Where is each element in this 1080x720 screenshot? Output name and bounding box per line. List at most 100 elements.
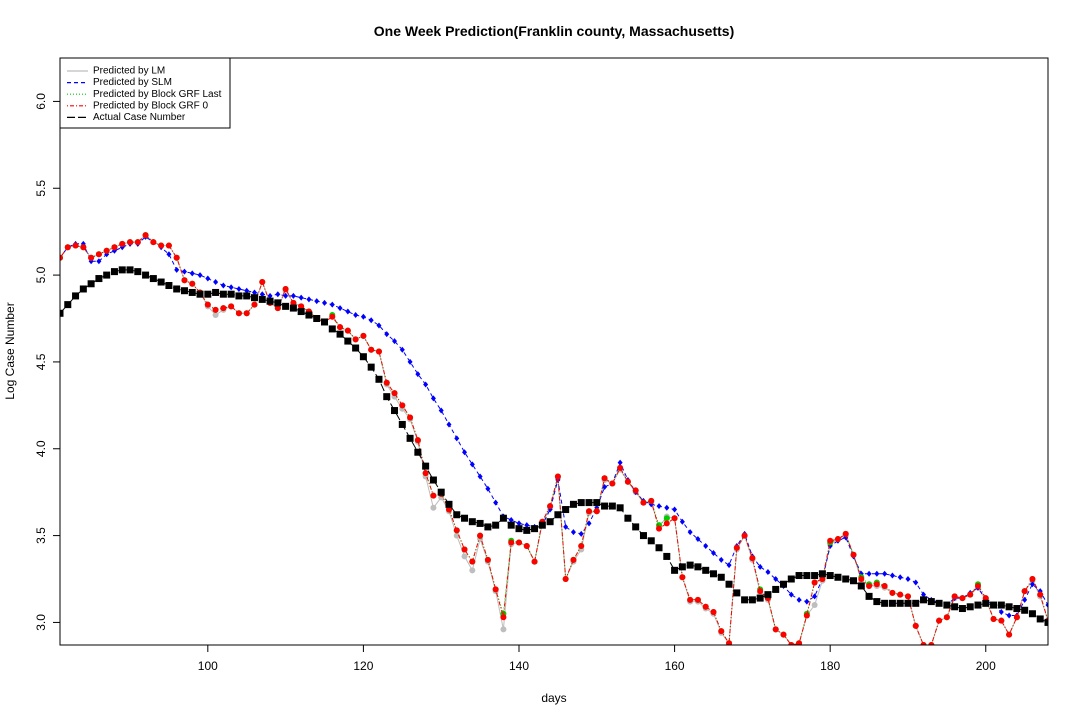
data-point <box>259 279 266 286</box>
data-point <box>1021 588 1028 595</box>
data-point <box>702 566 710 574</box>
data-point <box>726 562 732 569</box>
data-point <box>87 280 95 288</box>
data-point <box>173 254 180 261</box>
data-point <box>251 289 257 296</box>
data-point <box>298 303 305 310</box>
data-point <box>189 270 195 277</box>
data-point <box>205 275 211 282</box>
data-point <box>921 591 927 598</box>
data-point <box>904 599 912 607</box>
data-point <box>928 642 935 645</box>
data-point <box>445 506 452 513</box>
data-point <box>500 626 507 633</box>
data-point <box>60 309 64 317</box>
data-point <box>289 304 297 312</box>
data-point <box>741 532 748 539</box>
data-point <box>593 499 601 507</box>
data-point <box>492 586 499 593</box>
data-point <box>639 532 647 540</box>
data-point <box>694 596 701 603</box>
data-point <box>469 461 475 468</box>
data-point <box>314 298 320 305</box>
data-point <box>189 280 196 287</box>
data-point <box>508 516 514 523</box>
data-point <box>733 589 741 597</box>
data-point <box>773 576 779 583</box>
y-tick-label: 3.5 <box>34 527 48 544</box>
data-point <box>258 295 266 303</box>
data-point <box>586 508 593 515</box>
data-point <box>834 573 842 581</box>
data-point <box>647 537 655 545</box>
data-point <box>842 575 850 583</box>
data-point <box>951 603 959 611</box>
data-point <box>360 332 367 339</box>
data-point <box>1006 631 1013 638</box>
data-point <box>656 503 662 510</box>
y-tick-label: 6.0 <box>34 93 48 110</box>
data-point <box>80 244 87 251</box>
data-point <box>765 569 771 576</box>
data-point <box>165 242 172 249</box>
data-point <box>1044 618 1048 626</box>
data-point <box>632 487 639 494</box>
y-tick-label: 4.5 <box>34 353 48 370</box>
data-point <box>266 297 274 305</box>
data-point <box>212 306 219 313</box>
data-point <box>686 561 694 569</box>
chart-title: One Week Prediction(Franklin county, Mas… <box>374 23 734 39</box>
data-point <box>250 294 258 302</box>
data-point <box>103 247 110 254</box>
data-point <box>640 499 647 506</box>
data-point <box>819 576 826 583</box>
data-point <box>181 277 188 284</box>
data-point <box>1037 591 1044 598</box>
data-point <box>204 301 211 308</box>
data-point <box>757 588 764 595</box>
data-point <box>756 594 764 602</box>
data-point <box>655 544 663 552</box>
data-point <box>142 271 150 279</box>
data-point <box>617 459 623 466</box>
data-point <box>236 285 242 292</box>
data-point <box>352 344 360 352</box>
data-point <box>134 268 142 276</box>
data-point <box>726 640 733 645</box>
data-point <box>118 266 126 274</box>
data-point <box>275 291 281 298</box>
data-point <box>1029 576 1036 583</box>
data-point <box>220 305 227 312</box>
data-point <box>337 305 343 312</box>
data-point <box>212 312 219 319</box>
data-point <box>695 536 701 543</box>
data-point <box>687 529 693 536</box>
data-point <box>1005 603 1013 611</box>
legend-label: Predicted by Block GRF Last <box>93 89 222 100</box>
data-point <box>267 292 273 299</box>
data-point <box>569 500 577 508</box>
y-axis-label: Log Case Number <box>3 302 17 399</box>
data-point <box>95 275 103 283</box>
data-point <box>197 272 203 279</box>
data-point <box>228 303 235 310</box>
data-point <box>476 519 484 527</box>
data-point <box>445 500 453 508</box>
data-point <box>562 506 570 514</box>
data-point <box>493 499 499 506</box>
data-point <box>166 251 172 258</box>
data-point <box>679 574 686 581</box>
data-point <box>749 555 756 562</box>
data-point <box>134 239 141 246</box>
data-point <box>958 605 966 613</box>
data-point <box>842 530 849 537</box>
data-point <box>507 521 515 529</box>
y-tick-label: 3.0 <box>34 614 48 631</box>
data-point <box>554 473 561 480</box>
data-point <box>477 532 484 539</box>
data-point <box>430 504 437 511</box>
data-point <box>779 580 787 588</box>
data-point <box>453 511 461 519</box>
data-point <box>406 434 414 442</box>
data-point <box>1029 581 1035 588</box>
